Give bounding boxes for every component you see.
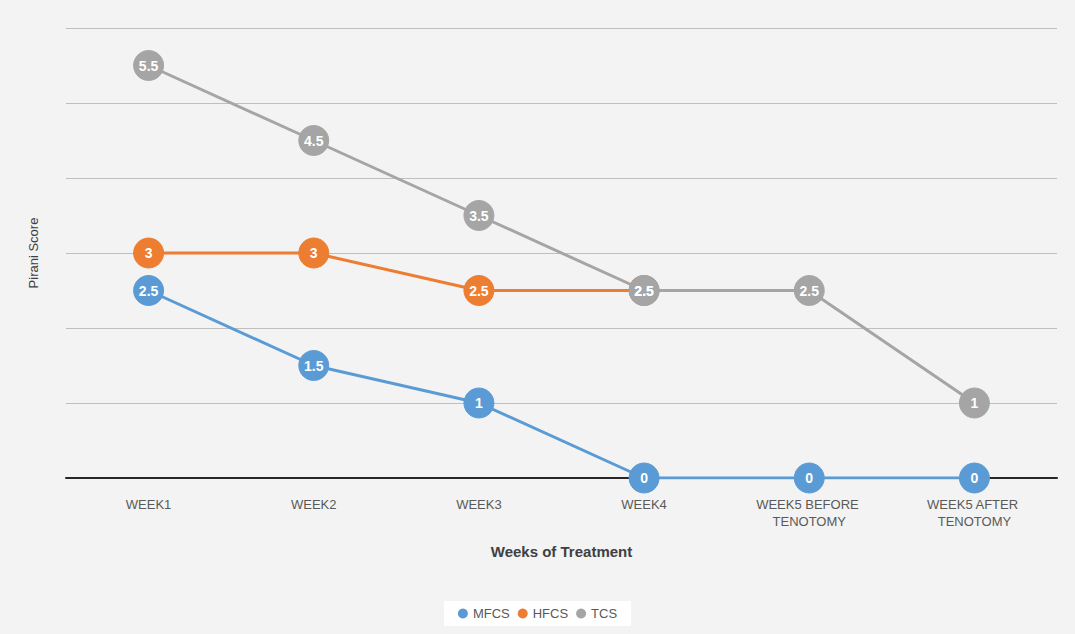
svg-text:WEEK4: WEEK4 (621, 497, 667, 512)
svg-text:4.5: 4.5 (304, 133, 324, 149)
svg-text:WEEK1: WEEK1 (126, 497, 172, 512)
svg-text:Weeks of Treatment: Weeks of Treatment (491, 543, 632, 560)
svg-text:WEEK2: WEEK2 (291, 497, 337, 512)
svg-text:1: 1 (971, 395, 979, 411)
svg-text:1: 1 (475, 395, 483, 411)
svg-text:WEEK3: WEEK3 (456, 497, 502, 512)
svg-text:2.5: 2.5 (634, 283, 654, 299)
svg-text:0: 0 (640, 470, 648, 486)
svg-text:5.5: 5.5 (139, 58, 159, 74)
svg-text:TCS: TCS (591, 606, 617, 621)
svg-text:3: 3 (145, 245, 153, 261)
svg-text:WEEK5 BEFORE: WEEK5 BEFORE (756, 497, 862, 512)
svg-text:HFCS: HFCS (533, 606, 569, 621)
svg-text:0: 0 (805, 470, 813, 486)
svg-text:1.5: 1.5 (304, 358, 324, 374)
svg-text:TENOTOMY: TENOTOMY (773, 514, 847, 529)
svg-text:TENOTOMY: TENOTOMY (938, 514, 1012, 529)
svg-text:2.5: 2.5 (634, 283, 654, 299)
svg-text:2.5: 2.5 (469, 283, 489, 299)
svg-text:3.5: 3.5 (469, 208, 489, 224)
svg-text:3: 3 (310, 245, 318, 261)
svg-text:WEEK5 AFTER: WEEK5 AFTER (927, 497, 1022, 512)
svg-text:MFCS: MFCS (473, 606, 510, 621)
svg-text:0: 0 (971, 470, 979, 486)
svg-text:2.5: 2.5 (800, 283, 820, 299)
svg-text:2.5: 2.5 (139, 283, 159, 299)
svg-text:Pirani Score: Pirani Score (26, 218, 41, 289)
